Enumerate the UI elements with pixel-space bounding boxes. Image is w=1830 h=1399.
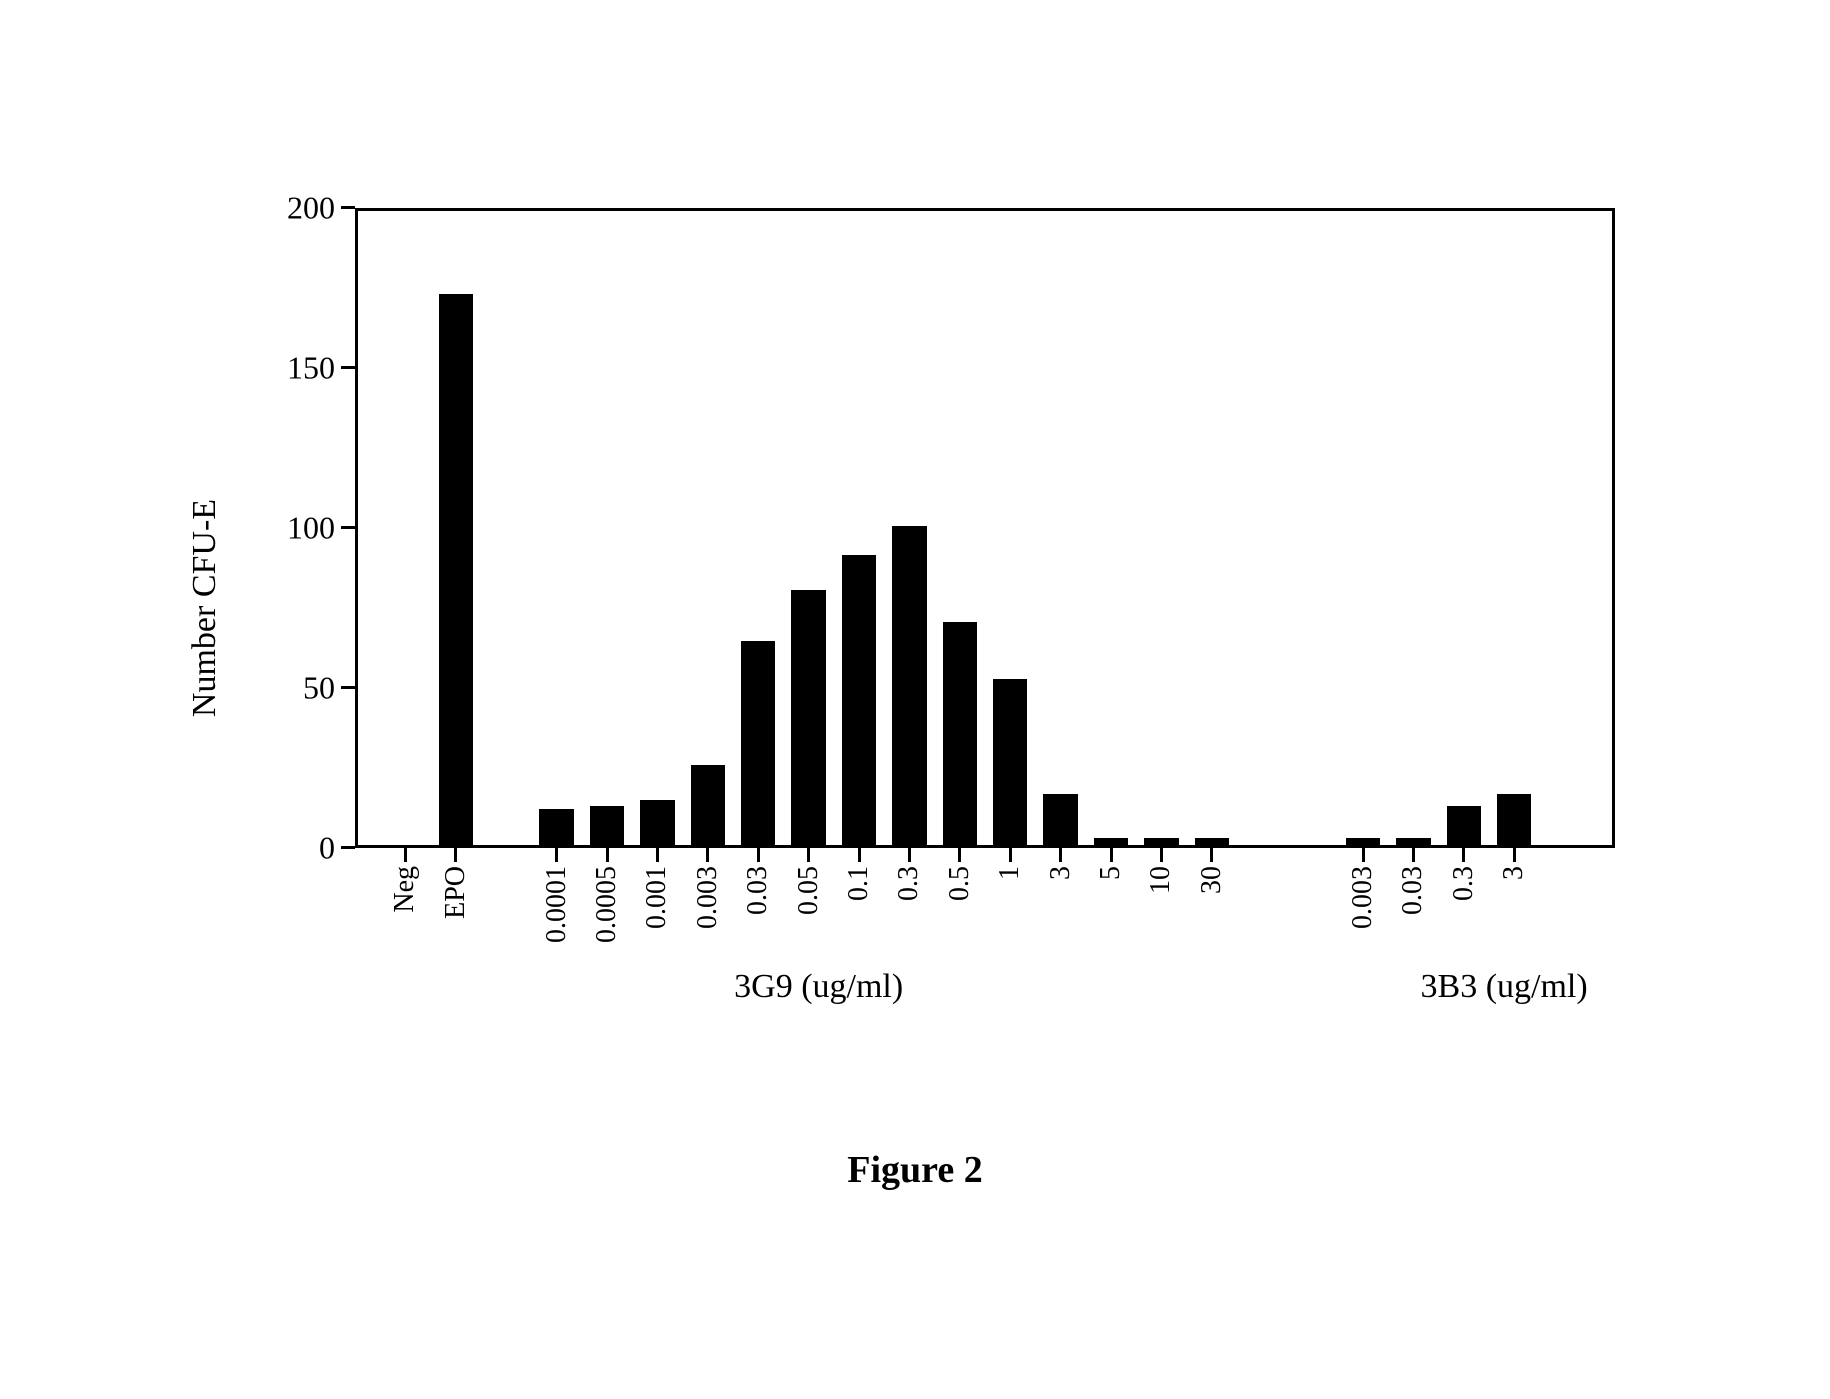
y-tick-label: 100 [287,509,335,546]
y-tick-label: 50 [303,669,335,706]
bar [539,809,573,844]
bar [1396,838,1430,844]
y-tick [341,526,355,529]
bar [439,294,473,845]
x-tick-label: 0.3 [893,866,925,901]
x-tick [858,848,861,862]
x-tick-label: 0.0005 [591,866,623,943]
x-tick [606,848,609,862]
x-tick-label: 0.001 [641,866,673,929]
x-tick-label: 0.3 [1448,866,1480,901]
x-tick-label: 0.5 [944,866,976,901]
x-group-label: 3B3 (ug/ml) [1421,968,1588,1006]
x-tick [1462,848,1465,862]
y-tick-label: 150 [287,349,335,386]
x-tick [1160,848,1163,862]
x-tick [757,848,760,862]
x-tick [454,848,457,862]
y-tick [341,366,355,369]
figure-wrap: Number CFU-E 050100150200NegEPO0.00010.0… [215,208,1615,1192]
x-tick-label: EPO [440,866,472,919]
x-tick [908,848,911,862]
x-tick-label: 3 [1045,866,1077,880]
bar [1043,794,1077,845]
x-tick-label: 1 [994,866,1026,880]
bar [1346,838,1380,844]
x-tick [1362,848,1365,862]
x-tick-label: 0.03 [1397,866,1429,915]
x-tick [555,848,558,862]
x-tick [1412,848,1415,862]
bar [842,555,876,845]
x-tick [958,848,961,862]
x-group-label: 3G9 (ug/ml) [734,968,903,1006]
x-tick [1059,848,1062,862]
x-tick-label: 0.003 [692,866,724,929]
x-tick-label: 10 [1145,866,1177,894]
y-tick-label: 0 [319,829,335,866]
x-tick [1110,848,1113,862]
bar [892,526,926,845]
x-tick-label: Neg [389,866,421,913]
x-tick [1513,848,1516,862]
bar [741,641,775,845]
bar [1144,838,1178,844]
chart-container: Number CFU-E 050100150200NegEPO0.00010.0… [215,208,1615,1008]
x-tick-label: 0.0001 [541,866,573,943]
x-tick [706,848,709,862]
x-tick-label: 0.03 [742,866,774,915]
x-tick-label: 0.1 [843,866,875,901]
y-tick [341,846,355,849]
y-axis-label: Number CFU-E [186,498,224,716]
x-tick [807,848,810,862]
x-tick [1210,848,1213,862]
figure-caption: Figure 2 [847,1148,982,1192]
x-tick-label: 5 [1095,866,1127,880]
bar [1447,806,1481,844]
bar [590,806,624,844]
x-tick [1009,848,1012,862]
x-tick-label: 0.05 [793,866,825,915]
y-tick [341,206,355,209]
x-tick [656,848,659,862]
bar [993,679,1027,845]
x-tick-label: 0.003 [1347,866,1379,929]
y-tick-label: 200 [287,189,335,226]
bar [1195,838,1229,844]
bar [1497,794,1531,845]
x-tick-label: 3 [1498,866,1530,880]
bar [691,765,725,845]
bars-area [355,208,1615,848]
bar [943,622,977,845]
plot-area: 050100150200NegEPO0.00010.00050.0010.003… [355,208,1615,848]
x-tick [404,848,407,862]
bar [791,590,825,845]
y-tick [341,686,355,689]
bar [640,800,674,845]
x-tick-label: 30 [1196,866,1228,894]
bar [1094,838,1128,844]
